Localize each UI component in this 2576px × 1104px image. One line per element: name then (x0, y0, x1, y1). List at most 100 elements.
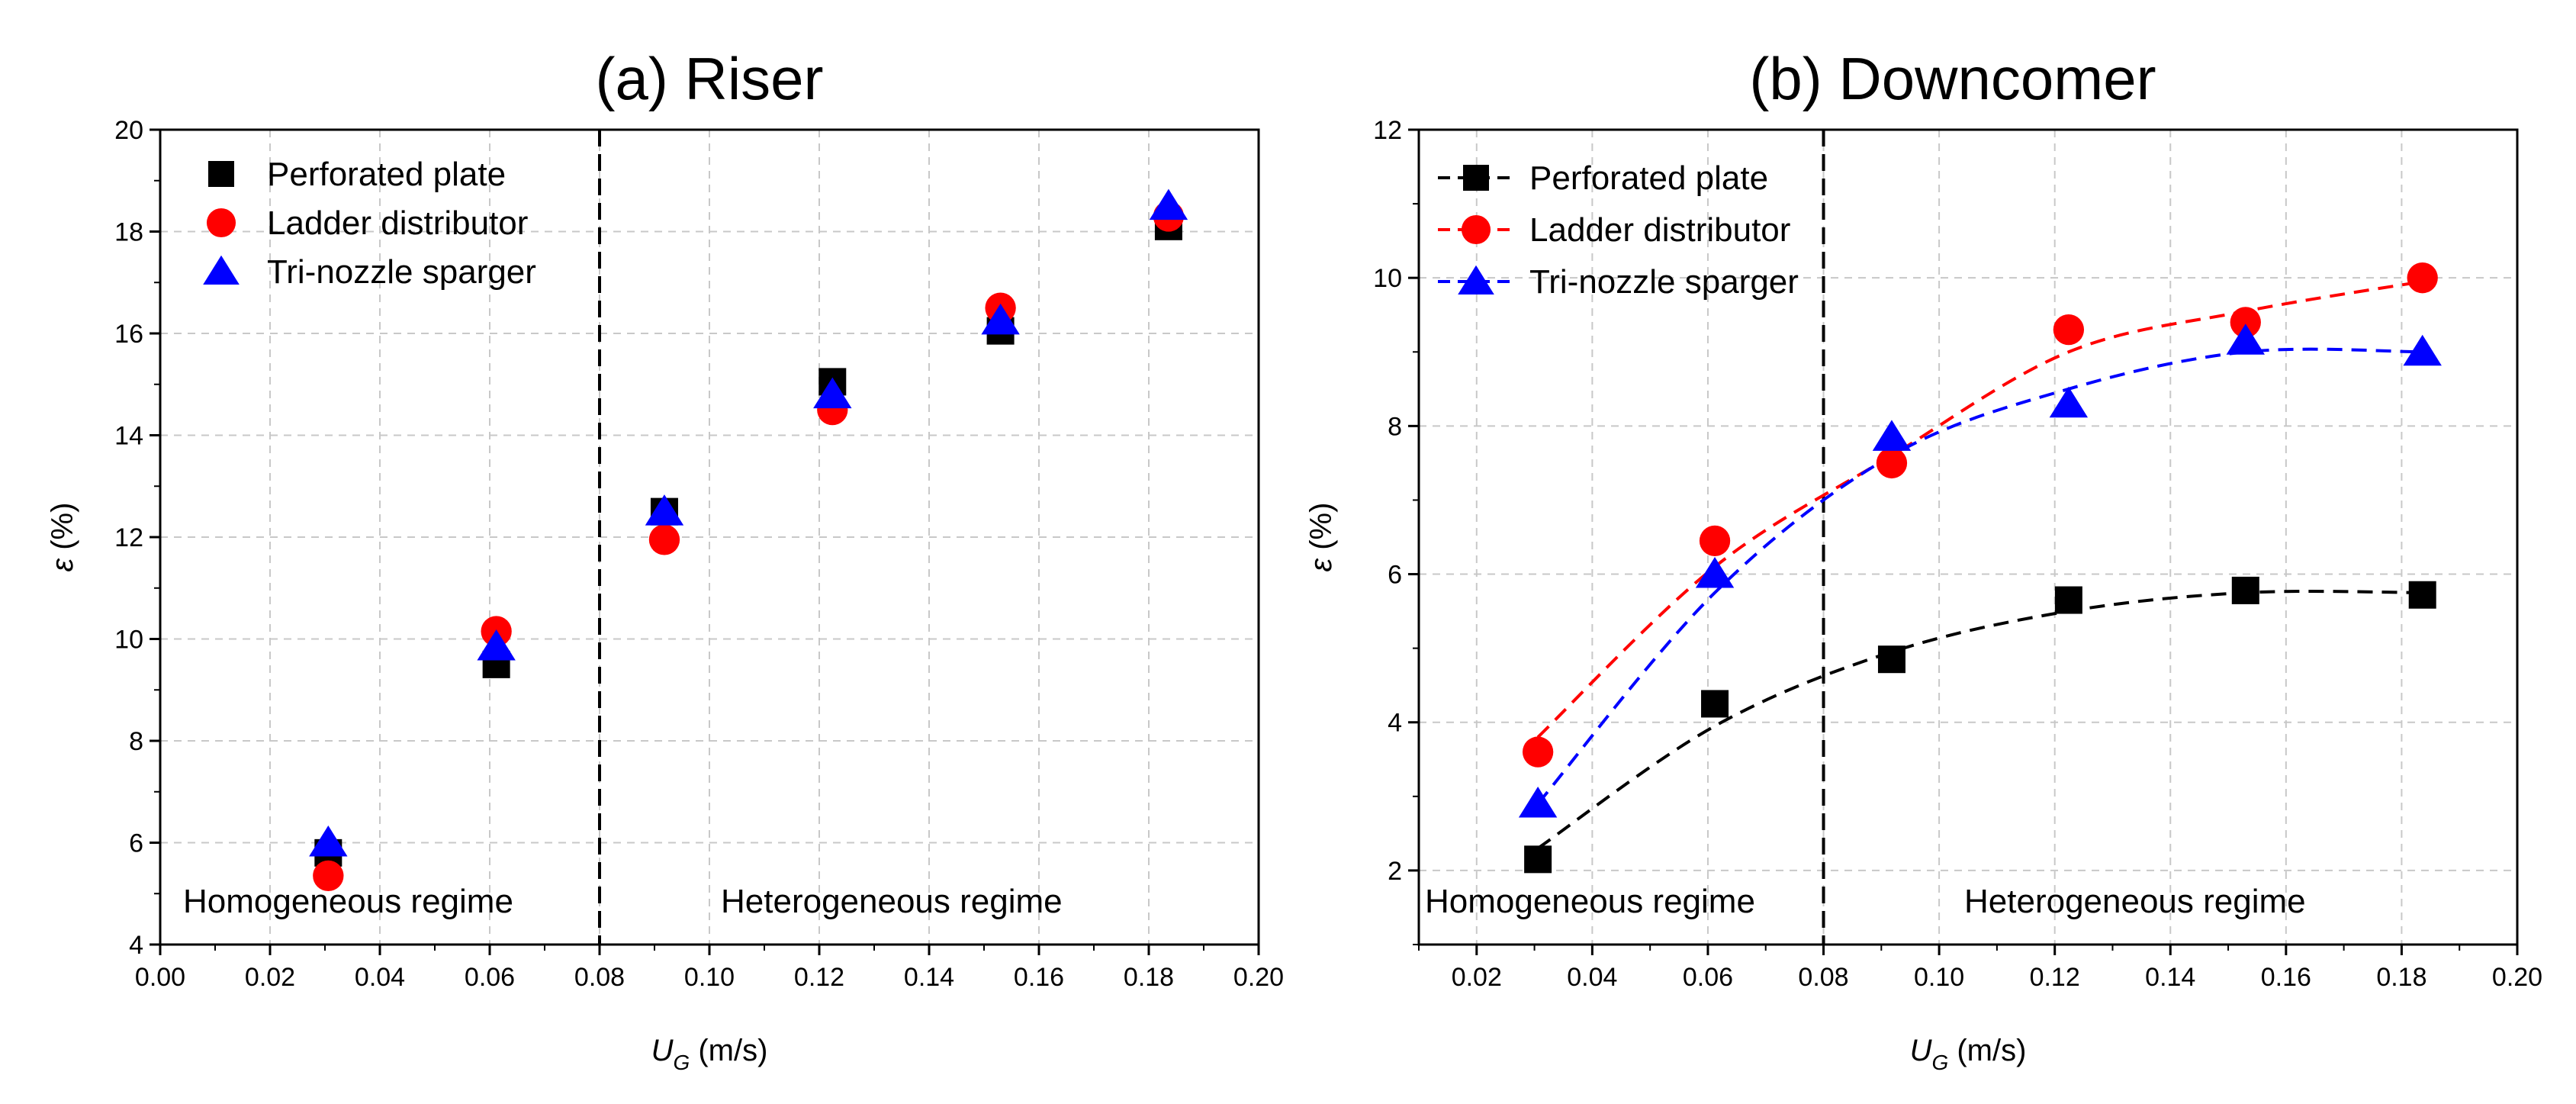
x-tick-label: 0.14 (904, 963, 954, 992)
data-point-triangle (309, 826, 348, 857)
x-tick-label: 0.08 (1798, 963, 1848, 992)
y-tick-label: 16 (114, 320, 143, 349)
y-tick-label: 10 (114, 626, 143, 655)
y-axis-title-unit: (%) (46, 503, 79, 558)
x-tick-label: 0.02 (245, 963, 295, 992)
data-point-square (2054, 586, 2082, 614)
legend-label: Perforated plate (267, 156, 506, 193)
data-point-circle (2230, 307, 2261, 338)
regime-label-heterogeneous: Heterogeneous regime (1964, 883, 2306, 920)
y-tick-label: 14 (114, 422, 143, 451)
legend-marker-square (1463, 165, 1489, 191)
regime-label-heterogeneous: Heterogeneous regime (721, 883, 1063, 920)
legend-label: Tri-nozzle sparger (1529, 263, 1799, 301)
y-axis-title: ε (%) (46, 503, 79, 572)
data-point-square (1877, 645, 1905, 674)
x-tick-label: 0.00 (135, 963, 185, 992)
x-tick-label: 0.04 (1567, 963, 1617, 992)
data-point-triangle (2226, 323, 2265, 355)
y-tick-label: 4 (1388, 709, 1402, 738)
data-point-triangle (2049, 386, 2089, 418)
y-tick-label: 10 (1373, 264, 1402, 293)
x-axis-title-unit: (m/s) (1948, 1034, 2026, 1067)
data-point-triangle (2403, 334, 2442, 366)
data-point-square (1701, 690, 1729, 718)
y-axis-title-unit: (%) (1304, 503, 1338, 558)
panel-riser: (a) Riser 0.00 0.02 0.04 0.06 0.08 0.10 0.12 0.1… (46, 45, 1284, 1074)
data-point-circle (2053, 314, 2085, 346)
data-point-triangle (1518, 787, 1558, 818)
data-point-triangle (1872, 420, 1912, 451)
x-tick-label: 0.08 (574, 963, 625, 992)
regime-label-homogeneous: Homogeneous regime (1425, 883, 1755, 920)
y-tick-label: 12 (114, 523, 143, 552)
x-axis-title-sub: G (1931, 1051, 1948, 1074)
chart-title: (a) Riser (595, 45, 823, 112)
x-tick-label: 0.06 (1683, 963, 1733, 992)
trend-line-1 (1536, 280, 2423, 739)
x-tick-label: 0.18 (1124, 963, 1174, 992)
data-point-triangle (1695, 557, 1735, 588)
legend-marker-circle (206, 208, 236, 238)
y-tick-label: 8 (1388, 412, 1402, 441)
x-axis-title-main: U (1910, 1034, 1933, 1067)
x-tick-label: 0.06 (465, 963, 515, 992)
y-tick-label: 8 (129, 727, 143, 756)
x-tick-label: 0.16 (2261, 963, 2311, 992)
legend-marker-circle (1461, 214, 1491, 245)
y-tick-label: 6 (129, 829, 143, 858)
data-point-triangle (477, 629, 516, 661)
y-axis-title: ε (%) (1304, 503, 1338, 572)
x-axis-title: UG (m/s) (1910, 1034, 2027, 1074)
x-axis-title-unit: (m/s) (690, 1034, 767, 1067)
data-point-triangle (981, 303, 1020, 335)
y-tick-label: 18 (114, 218, 143, 247)
x-tick-label: 0.20 (2492, 963, 2542, 992)
x-tick-label: 0.16 (1014, 963, 1064, 992)
x-tick-label: 0.04 (355, 963, 405, 992)
legend-marker-square (208, 161, 234, 187)
x-tick-label: 0.02 (1452, 963, 1502, 992)
data-point-triangle (813, 377, 852, 409)
legend-label: Ladder distributor (1529, 211, 1790, 249)
x-axis-title-main: U (651, 1034, 674, 1067)
panel-downcomer: (b) Downcomer 0.02 0.04 0.06 0.08 0.10 0.12 0.1… (1304, 45, 2542, 1074)
legend-label: Perforated plate (1529, 159, 1768, 197)
y-axis-title-main: ε (1304, 557, 1338, 571)
x-tick-label: 0.10 (684, 963, 735, 992)
legend-marker-triangle (1458, 265, 1494, 295)
data-point-circle (1699, 525, 1731, 557)
trend-line-0 (1536, 590, 2423, 850)
y-tick-label: 2 (1388, 857, 1402, 886)
x-tick-label: 0.18 (2376, 963, 2426, 992)
x-tick-label: 0.10 (1914, 963, 1964, 992)
data-point-square (2231, 576, 2259, 604)
x-tick-label: 0.20 (1233, 963, 1284, 992)
legend-marker-triangle (203, 255, 240, 285)
x-axis-title: UG (m/s) (651, 1034, 768, 1074)
x-tick-label: 0.12 (2030, 963, 2080, 992)
chart-title: (b) Downcomer (1749, 45, 2156, 112)
data-point-square (2408, 581, 2436, 609)
x-tick-label: 0.12 (794, 963, 844, 992)
y-axis-title-main: ε (46, 557, 79, 571)
x-axis-title-sub: G (673, 1051, 690, 1074)
x-tick-label: 0.14 (2145, 963, 2195, 992)
y-tick-label: 6 (1388, 561, 1402, 590)
data-point-circle (2407, 262, 2438, 294)
y-tick-label: 4 (129, 931, 143, 960)
data-point-triangle (645, 494, 684, 526)
y-tick-label: 12 (1373, 116, 1402, 145)
data-point-circle (1522, 736, 1554, 768)
data-point-circle (1876, 447, 1908, 479)
legend-label: Ladder distributor (267, 204, 528, 242)
data-point-circle (648, 524, 680, 555)
legend-label: Tri-nozzle sparger (267, 253, 536, 291)
data-point-triangle (1149, 188, 1188, 220)
regime-label-homogeneous: Homogeneous regime (183, 883, 513, 920)
data-point-square (1524, 845, 1552, 874)
y-tick-label: 20 (114, 116, 143, 145)
trend-line-2 (1536, 347, 2423, 805)
data-point-circle (313, 860, 344, 892)
